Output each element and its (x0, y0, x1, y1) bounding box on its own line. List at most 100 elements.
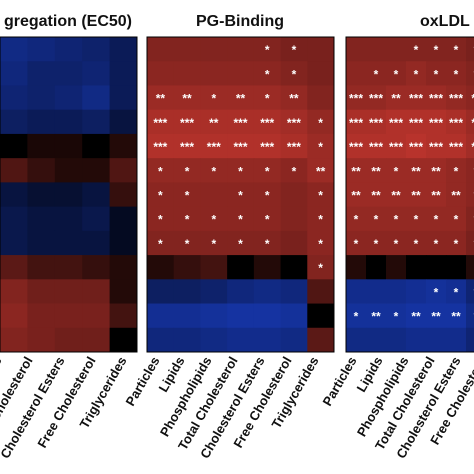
heatmap-cell (466, 230, 474, 256)
heatmap-cell (307, 109, 335, 135)
heatmap-cell (280, 327, 308, 353)
significance-marker: *** (429, 92, 443, 106)
heatmap-cell (346, 37, 367, 62)
significance-marker: *** (260, 140, 274, 154)
heatmap-cell (54, 158, 83, 183)
significance-marker: * (318, 213, 323, 227)
significance-marker: *** (180, 140, 194, 154)
heatmap-cell (366, 206, 387, 232)
heatmap-cell (253, 230, 281, 256)
significance-marker: * (434, 213, 439, 227)
significance-marker: *** (409, 92, 423, 106)
heatmap-cell (280, 206, 308, 232)
heatmap-cell (280, 230, 308, 256)
heatmap-cell (54, 206, 83, 232)
significance-marker: * (211, 164, 216, 178)
panel-pg-binding-frame (146, 36, 335, 353)
heatmap-cell (253, 133, 281, 159)
heatmap-cell (426, 255, 447, 280)
heatmap-cell (366, 327, 387, 353)
heatmap-cell (27, 85, 56, 111)
significance-marker: ** (316, 164, 326, 178)
significance-marker: ** (451, 189, 461, 203)
heatmap-cell (307, 327, 335, 353)
heatmap-cell (386, 133, 407, 159)
heatmap-cell (346, 303, 367, 329)
heatmap-cell (109, 279, 138, 304)
heatmap-cell (253, 303, 281, 329)
heatmap-cell (54, 255, 83, 280)
significance-marker: *** (449, 116, 463, 130)
heatmap-cell (253, 158, 281, 183)
heatmap-cell (446, 85, 467, 111)
heatmap-cell (54, 182, 83, 208)
heatmap-cell (386, 327, 407, 353)
heatmap-cell (366, 85, 387, 111)
heatmap-cell (466, 61, 474, 86)
heatmap-cell (366, 279, 387, 304)
heatmap-cell (109, 303, 138, 329)
heatmap-cell (173, 158, 201, 183)
heatmap-cell (173, 303, 201, 329)
heatmap-cell (147, 327, 175, 353)
heatmap-cell (200, 255, 228, 280)
heatmap-cell (346, 133, 367, 159)
heatmap-cell (366, 255, 387, 280)
heatmap-cell (82, 303, 110, 329)
heatmap-cell (147, 279, 175, 304)
significance-marker: * (454, 43, 459, 57)
heatmap-cell (446, 61, 467, 86)
significance-marker: * (454, 285, 459, 299)
heatmap-cell (307, 133, 335, 159)
heatmap-cell (426, 133, 447, 159)
significance-marker: * (185, 164, 190, 178)
significance-marker: * (434, 67, 439, 81)
heatmap-cell (406, 61, 427, 86)
heatmap-cell (426, 279, 447, 304)
heatmap-cell (173, 279, 201, 304)
heatmap-cell (466, 158, 474, 183)
heatmap-cell (82, 327, 110, 353)
panel-oxldl-title: oxLDL (420, 13, 470, 30)
heatmap-cell (253, 85, 281, 111)
significance-marker: *** (233, 116, 247, 130)
heatmap-cell (280, 85, 308, 111)
heatmap-cell (446, 279, 467, 304)
significance-marker: * (454, 237, 459, 251)
significance-marker: ** (351, 189, 361, 203)
heatmap-cell (426, 61, 447, 86)
heatmap-cell (406, 133, 427, 159)
significance-marker: ** (351, 164, 361, 178)
heatmap-cell (0, 61, 28, 86)
significance-marker: * (292, 67, 297, 81)
significance-marker: * (211, 213, 216, 227)
heatmap-cell (446, 206, 467, 232)
significance-marker: *** (287, 116, 301, 130)
heatmap-cell (346, 109, 367, 135)
heatmap-cell (386, 109, 407, 135)
heatmap-cell (82, 133, 110, 159)
heatmap-cell (406, 255, 427, 280)
heatmap-cell (446, 230, 467, 256)
significance-marker: ** (182, 92, 192, 106)
heatmap-cell (200, 158, 228, 183)
significance-marker: ** (289, 92, 299, 106)
significance-marker: * (454, 164, 459, 178)
significance-marker: *** (409, 140, 423, 154)
heatmap-cell (147, 230, 175, 256)
significance-marker: * (374, 67, 379, 81)
heatmap-cell (54, 61, 83, 86)
significance-marker: * (265, 164, 270, 178)
heatmap-cell (227, 61, 255, 86)
heatmap-cell (147, 133, 175, 159)
heatmap-cell (386, 158, 407, 183)
heatmap-cell (54, 327, 83, 353)
heatmap-cell (307, 303, 335, 329)
heatmap-cell (82, 85, 110, 111)
heatmap-cell (406, 303, 427, 329)
heatmap-cell (406, 327, 427, 353)
heatmap-cell (0, 182, 28, 208)
heatmap-cell (227, 279, 255, 304)
